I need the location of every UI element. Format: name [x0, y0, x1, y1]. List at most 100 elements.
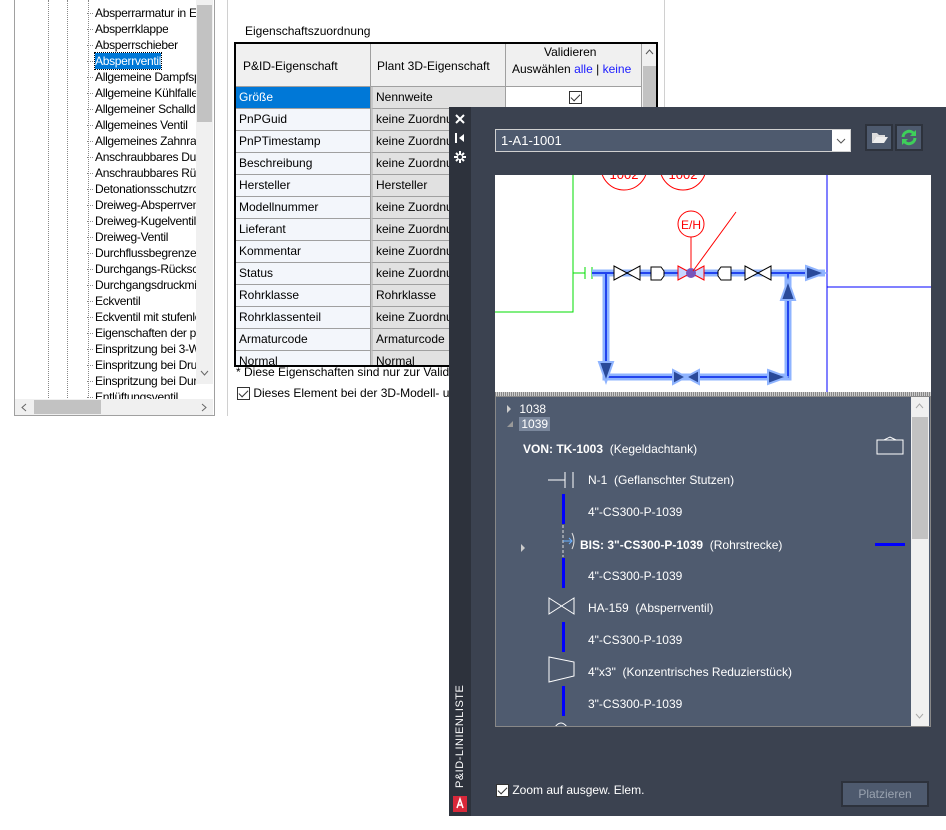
chevron-down-icon[interactable] — [200, 370, 209, 376]
plant-property-cell[interactable]: keine Zuordnung — [371, 219, 449, 241]
pid-property-cell[interactable]: Größe — [236, 87, 371, 109]
collapsed-arrow-icon[interactable] — [506, 401, 516, 417]
tree-item[interactable]: Allgemeine Kühlfalle — [87, 86, 196, 100]
line-list[interactable]: 1038 1039 VON: TK-1003 (Kegeldachtank) N-1… — [495, 396, 931, 727]
properties-gear-icon[interactable] — [454, 151, 466, 163]
tree-item[interactable]: Eigenschaften der pr — [87, 326, 196, 340]
close-icon[interactable] — [455, 114, 465, 124]
tree-item[interactable]: Durchflussbegrenzer — [87, 246, 196, 260]
pid-property-cell[interactable]: Modellnummer — [236, 197, 371, 219]
list-item[interactable]: N-1 (Geflanschter Stutzen) — [588, 473, 735, 487]
tree-item[interactable]: Absperrarmatur in Eck — [87, 6, 196, 20]
flow-arrow-icon — [597, 361, 615, 386]
pid-property-cell[interactable]: Hersteller — [236, 175, 371, 197]
tree-item[interactable]: Dreiweg-Ventil — [87, 229, 196, 245]
select-all-link[interactable]: alle — [574, 62, 593, 76]
pid-property-cell[interactable]: Armaturcode — [236, 329, 371, 351]
tree-vertical-scrollbar[interactable] — [196, 0, 213, 384]
plant-property-cell[interactable]: Armaturcode — [371, 329, 449, 351]
tree-item[interactable]: Allgemeines Ventil — [87, 117, 196, 133]
list-item[interactable]: 3"-CS300-P-1039 — [588, 697, 683, 711]
drawing-preview[interactable]: 1002 1002 E/H — [495, 175, 931, 393]
list-node[interactable]: 1038 — [506, 401, 546, 417]
plant-property-cell[interactable]: keine Zuordnung — [371, 241, 449, 263]
list-item[interactable]: BIS: 3"-CS300-P-1039 (Rohrstrecke) — [580, 538, 783, 552]
class-tree[interactable]: Absperrarmatur in EckAbsperrklappeAbsper… — [14, 0, 215, 416]
plant-property-cell[interactable]: Rohrklasse — [371, 285, 449, 307]
tree-item[interactable]: Einspritzung bei Druc — [87, 358, 196, 372]
tree-item[interactable]: Absperrschieber — [87, 37, 196, 53]
chevron-right-icon[interactable] — [201, 403, 207, 412]
plant-property-cell[interactable]: keine Zuordnung — [371, 153, 449, 175]
validate-cell[interactable] — [506, 87, 642, 109]
refresh-button[interactable] — [895, 124, 923, 151]
pid-property-cell[interactable]: Beschreibung — [236, 153, 371, 175]
list-item[interactable]: VON: TK-1003 (Kegeldachtank) — [523, 442, 698, 456]
list-item[interactable]: 4"x3" (Konzentrisches Reduzierstück) — [588, 665, 792, 679]
checkbox-checked[interactable] — [237, 387, 250, 401]
place-button[interactable]: Platzieren — [841, 781, 929, 807]
pid-property-cell[interactable]: Rohrklassenteil — [236, 307, 371, 329]
plant-property-cell[interactable]: keine Zuordnung — [371, 263, 449, 285]
tree-item[interactable]: Detonationsschutzrol — [87, 182, 196, 196]
palette-title-strip[interactable]: P&ID-LINIENLISTE — [449, 107, 471, 816]
tree-item[interactable]: Allgemeines Zahnrad — [87, 134, 196, 148]
pid-property-cell[interactable]: PnPTimestamp — [236, 131, 371, 153]
chevron-left-icon[interactable] — [21, 403, 27, 412]
select-none-link[interactable]: keine — [602, 62, 632, 76]
checkbox-checked[interactable] — [568, 91, 582, 105]
tree-item[interactable]: Durchgangsdruckmir — [87, 278, 196, 292]
list-node[interactable]: 1039 — [506, 416, 551, 432]
chevron-up-icon[interactable] — [645, 49, 654, 55]
checkbox-checked[interactable] — [496, 784, 509, 798]
zoom-to-selected-checkbox[interactable]: Zoom auf ausgew. Elem. — [496, 783, 644, 798]
plant-property-cell[interactable]: keine Zuordnung — [371, 307, 449, 329]
list-scrollbar[interactable] — [911, 397, 929, 726]
tree-guide — [88, 0, 89, 400]
app-logo-icon — [453, 796, 467, 812]
pid-property-cell[interactable]: Rohrklasse — [236, 285, 371, 307]
splitter[interactable] — [495, 392, 931, 396]
tree-item[interactable]: Durchgangs-Rücksc — [87, 262, 196, 276]
column-header-pid[interactable]: P&ID-Eigenschaft — [236, 44, 371, 87]
pid-property-cell[interactable]: Kommentar — [236, 241, 371, 263]
pid-property-cell[interactable]: PnPGuid — [236, 109, 371, 131]
tree-item[interactable]: Allgemeiner Schalldä — [87, 102, 196, 116]
auto-hide-icon[interactable] — [455, 133, 465, 143]
pipe-segment-icon — [562, 622, 565, 652]
tree-item[interactable]: Eckventil mit stufenlo — [87, 310, 196, 324]
pid-property-cell[interactable]: Normal — [236, 351, 371, 365]
chevron-down-icon[interactable] — [915, 713, 924, 719]
pid-property-cell[interactable]: Status — [236, 263, 371, 285]
list-item[interactable]: HA-159 (Absperrventil) — [588, 601, 714, 615]
plant-property-cell[interactable]: keine Zuordnung — [371, 131, 449, 153]
plant-property-cell[interactable]: Hersteller — [371, 175, 449, 197]
pid-property-cell[interactable]: Lieferant — [236, 219, 371, 241]
tree-item[interactable]: Absperrventil — [87, 52, 196, 70]
tree-item[interactable]: Dreiweg-Absperrvent — [87, 198, 196, 212]
collapsed-arrow-icon[interactable] — [520, 541, 526, 555]
expanded-arrow-icon[interactable] — [506, 416, 516, 432]
tree-item[interactable]: Allgemeine Dampfspe — [87, 70, 196, 84]
tree-item[interactable]: Dreiweg-Kugelventil — [87, 214, 196, 228]
drawing-dropdown[interactable]: 1-A1-1001 — [495, 129, 851, 152]
list-item[interactable]: 4"-CS300-P-1039 — [588, 633, 683, 647]
plant-property-cell[interactable]: Normal — [371, 351, 449, 365]
plant-property-cell[interactable]: keine Zuordnung — [371, 109, 449, 131]
open-drawing-button[interactable] — [865, 124, 893, 151]
tree-item[interactable]: Einspritzung bei 3-We — [87, 342, 196, 356]
plant-property-cell[interactable]: Nennweite — [371, 87, 506, 109]
include-element-checkbox[interactable]: Dieses Element bei der 3D-Modell- und — [237, 386, 463, 401]
chevron-down-icon[interactable] — [832, 130, 850, 151]
column-header-plant[interactable]: Plant 3D-Eigenschaft — [371, 44, 506, 87]
tree-item[interactable]: Eckventil — [87, 293, 196, 309]
tree-item[interactable]: Absperrklappe — [87, 21, 196, 37]
tree-item[interactable]: Anschraubbares Dur — [87, 150, 196, 164]
plant-property-cell[interactable]: keine Zuordnung — [371, 197, 449, 219]
tree-item[interactable]: Einspritzung bei Durc — [87, 374, 196, 388]
list-item[interactable]: 4"-CS300-P-1039 — [588, 505, 683, 519]
tree-horizontal-scrollbar[interactable] — [15, 399, 213, 415]
list-item[interactable]: 4"-CS300-P-1039 — [588, 569, 683, 583]
tree-item[interactable]: Anschraubbares Rüc — [87, 166, 196, 180]
chevron-up-icon[interactable] — [915, 403, 924, 409]
